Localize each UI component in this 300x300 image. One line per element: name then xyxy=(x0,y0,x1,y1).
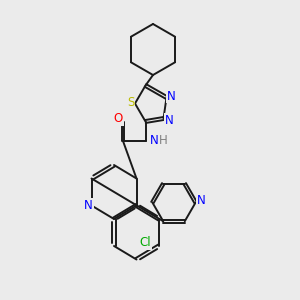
Text: S: S xyxy=(127,95,134,109)
Text: O: O xyxy=(114,112,123,125)
Text: H: H xyxy=(158,134,167,148)
Text: N: N xyxy=(84,199,93,212)
Text: NH: NH xyxy=(150,134,167,148)
Text: Cl: Cl xyxy=(140,236,151,250)
Text: N: N xyxy=(167,89,176,103)
Text: N: N xyxy=(197,194,206,208)
Text: N: N xyxy=(165,113,174,127)
